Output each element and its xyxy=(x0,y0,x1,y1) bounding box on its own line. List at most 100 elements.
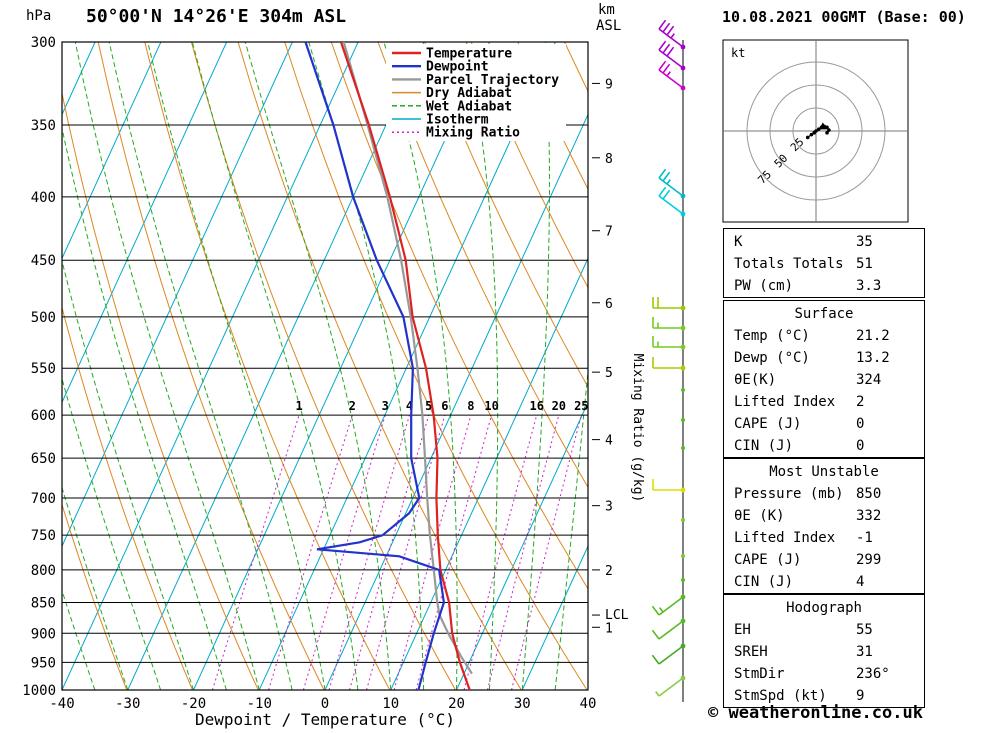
stat-row: K 35 xyxy=(724,231,924,253)
barb-full-tick xyxy=(662,43,671,54)
barb-half-tick xyxy=(666,179,671,185)
stat-row: CAPE (J) 0 xyxy=(724,413,924,435)
barb-full-tick xyxy=(666,25,675,36)
wind-barb xyxy=(658,40,686,71)
barb-station-dot xyxy=(680,65,686,71)
mixing-ratio-line xyxy=(511,414,582,690)
barb-half-tick xyxy=(659,607,664,613)
isotherm-line xyxy=(0,42,29,690)
pressure-tick-label: 700 xyxy=(31,491,56,507)
km-tick-label: 3 xyxy=(605,500,613,515)
hodograph-trace-dot xyxy=(805,135,810,140)
isotherm-line xyxy=(62,42,359,690)
stat-value: 4 xyxy=(856,574,865,590)
mixing-ratio-line xyxy=(463,414,538,690)
mixing-ratio-value-label: 4 xyxy=(406,399,413,413)
stat-label: SREH xyxy=(734,644,768,660)
km-tick-label: 7 xyxy=(605,225,613,240)
stat-row: Pressure (mb) 850 xyxy=(724,483,924,505)
temp-tick-label: 20 xyxy=(448,696,465,712)
dry-adiabat-line xyxy=(144,42,391,690)
barb-staff xyxy=(658,195,684,215)
stat-label: StmDir xyxy=(734,666,785,682)
wet-adiabat-line xyxy=(74,42,260,690)
temp-tick-label: -10 xyxy=(247,696,272,712)
barb-staff xyxy=(658,645,684,665)
temp-tick-label: 40 xyxy=(580,696,597,712)
wind-barb xyxy=(658,19,686,50)
hodograph-trace-dot xyxy=(809,132,814,137)
barb-full-tick xyxy=(662,63,671,74)
stat-row: EH 55 xyxy=(724,619,924,641)
wind-barb xyxy=(652,336,686,350)
mixing-ratio-value-label: 25 xyxy=(574,399,588,413)
km-tick-label: 8 xyxy=(605,152,613,167)
km-tick-label: 9 xyxy=(605,77,613,92)
mixing-ratio-value-label: 6 xyxy=(441,399,448,413)
isotherm-line xyxy=(62,42,162,260)
temp-tick-label: -20 xyxy=(181,696,206,712)
mixing-ratio-line xyxy=(393,414,472,690)
wind-level-dot xyxy=(681,446,685,450)
barb-full-tick xyxy=(658,60,667,71)
stat-value: 850 xyxy=(856,486,882,502)
wind-barb xyxy=(655,675,686,697)
barb-full-tick xyxy=(658,19,667,30)
dry-adiabat-line xyxy=(424,42,588,388)
barb-station-dot xyxy=(680,85,686,91)
stat-value: 2 xyxy=(856,394,865,410)
mixing-ratio-line xyxy=(268,414,353,690)
hodograph-table: Hodograph EH 55 SREH 31 StmDir 236° StmSpd (kt)… xyxy=(723,594,925,708)
most-unstable-table: Most Unstable Pressure (mb) 850 θE (K) 332 Li… xyxy=(723,458,925,594)
hodograph-ring xyxy=(792,107,840,155)
temp-tick-label: 0 xyxy=(321,696,329,712)
mixing-ratio-value-label: 10 xyxy=(484,399,498,413)
temp-tick-label: 10 xyxy=(382,696,399,712)
mixing-ratio-line xyxy=(211,414,300,690)
surface-table: Surface Temp (°C) 21.2 Dewp (°C) 13.2 θE(K) 32… xyxy=(723,300,925,458)
pressure-tick-label: 500 xyxy=(31,310,56,326)
dry-adiabat-line xyxy=(97,42,325,690)
table-title: Hodograph xyxy=(786,600,862,616)
stat-value: 332 xyxy=(856,508,882,524)
legend-item-label: Dewpoint xyxy=(426,60,489,75)
lcl-label: LCL xyxy=(605,608,629,623)
stat-value: 35 xyxy=(856,234,873,250)
barb-full-tick xyxy=(651,605,660,616)
barb-station-dot xyxy=(680,211,686,217)
barb-station-dot xyxy=(680,344,686,350)
legend-item-label: Dry Adiabat xyxy=(426,86,512,101)
parcel-trajectory-curve xyxy=(342,42,473,675)
pressure-tick-label: 800 xyxy=(31,563,56,579)
barb-station-dot xyxy=(680,44,686,50)
pressure-tick-label: 650 xyxy=(31,451,56,467)
mixing-ratio-line xyxy=(328,414,410,690)
stat-label: Lifted Index xyxy=(734,394,836,410)
barb-full-tick xyxy=(658,168,667,179)
barb-full-tick xyxy=(666,46,675,57)
stat-value: 324 xyxy=(856,372,882,388)
wind-level-dot xyxy=(681,388,685,392)
barb-station-dot xyxy=(680,325,686,331)
hodograph-unit-label: kt xyxy=(731,46,745,60)
stat-value: 236° xyxy=(856,666,890,682)
wet-adiabat-line xyxy=(383,42,458,690)
hodograph-ring xyxy=(769,84,863,178)
mixing-ratio-line xyxy=(487,414,560,690)
wind-level-dot xyxy=(681,418,685,422)
isotherm-line xyxy=(456,401,588,690)
wind-barb xyxy=(658,168,686,199)
isotherm-line xyxy=(62,42,293,548)
legend-item-label: Parcel Trajectory xyxy=(426,73,559,88)
temp-tick-label: 30 xyxy=(514,696,531,712)
altitude-unit-km-label: km xyxy=(598,2,615,18)
wind-barb xyxy=(658,186,686,217)
pressure-tick-label: 350 xyxy=(31,118,56,134)
stat-value: 31 xyxy=(856,644,873,660)
wet-adiabat-line xyxy=(62,376,162,690)
km-tick-label: 2 xyxy=(605,564,613,579)
plot-frame xyxy=(61,41,589,691)
storm-motion-marker xyxy=(818,122,827,130)
